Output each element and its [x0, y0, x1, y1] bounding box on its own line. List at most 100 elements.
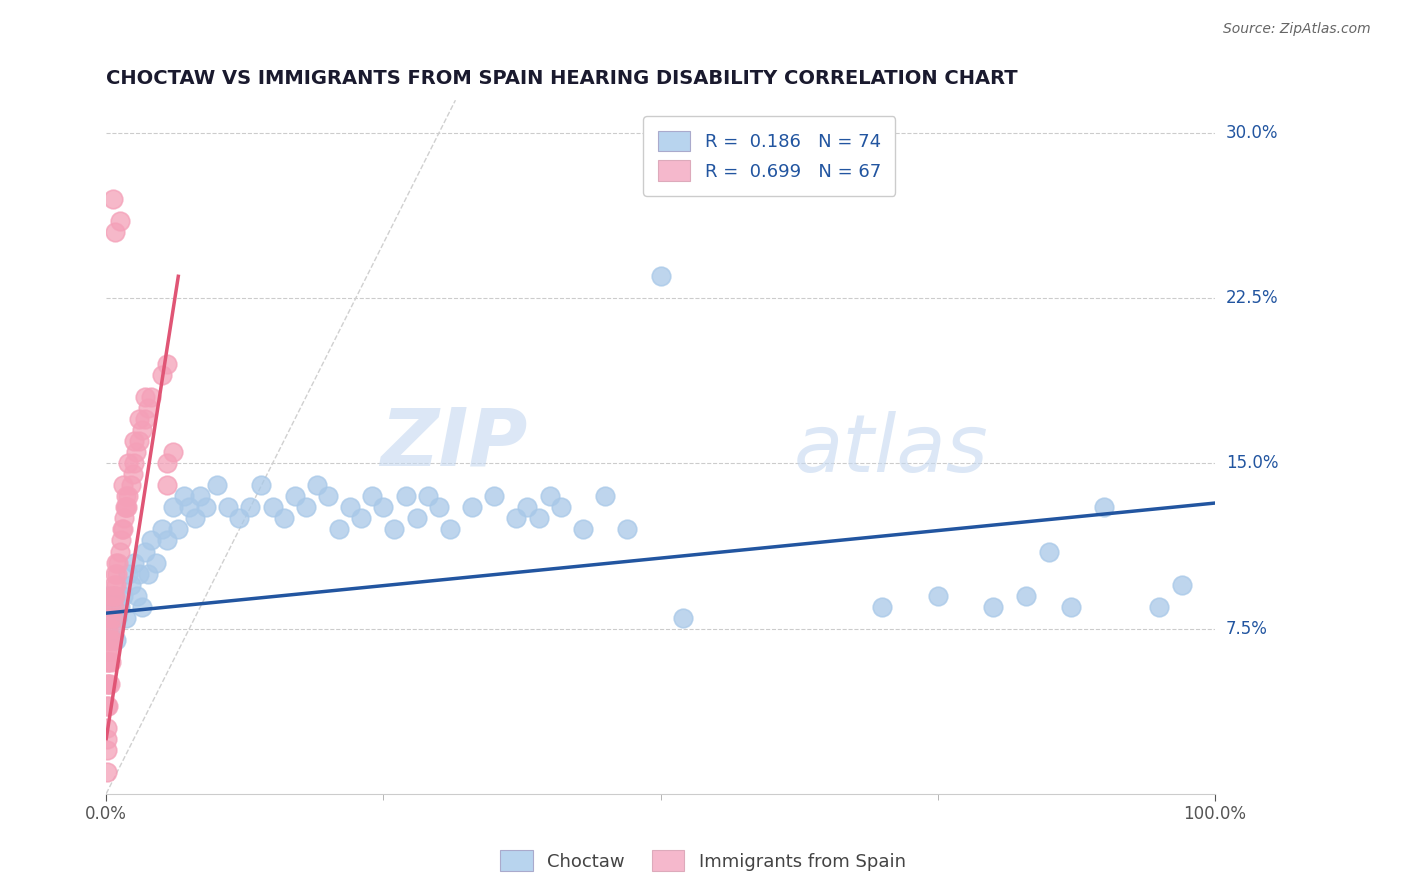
- Point: [134, 412, 156, 426]
- Point: [145, 556, 167, 570]
- Text: atlas: atlas: [793, 411, 988, 490]
- Point: [98, 676, 121, 690]
- Point: [1092, 500, 1115, 515]
- Point: [97, 676, 120, 690]
- Point: [105, 632, 128, 647]
- Point: [672, 610, 695, 624]
- Point: [104, 589, 127, 603]
- Point: [484, 490, 506, 504]
- Point: [117, 566, 139, 581]
- Point: [114, 500, 136, 515]
- Point: [97, 655, 120, 669]
- Point: [115, 490, 138, 504]
- Point: [167, 523, 190, 537]
- Text: 22.5%: 22.5%: [1226, 289, 1278, 308]
- Point: [111, 589, 134, 603]
- Point: [1038, 544, 1060, 558]
- Point: [115, 610, 138, 624]
- Point: [527, 511, 550, 525]
- Point: [98, 643, 121, 657]
- Point: [101, 632, 124, 647]
- Point: [101, 622, 124, 636]
- Text: 30.0%: 30.0%: [1226, 124, 1278, 142]
- Point: [405, 511, 427, 525]
- Point: [103, 599, 125, 614]
- Point: [134, 544, 156, 558]
- Point: [316, 490, 339, 504]
- Point: [128, 412, 150, 426]
- Point: [122, 457, 145, 471]
- Point: [96, 698, 118, 713]
- Point: [361, 490, 384, 504]
- Point: [101, 610, 124, 624]
- Point: [139, 533, 162, 548]
- Point: [103, 577, 125, 591]
- Point: [179, 500, 201, 515]
- Point: [538, 490, 561, 504]
- Point: [139, 391, 162, 405]
- Point: [105, 577, 128, 591]
- Point: [162, 500, 184, 515]
- Point: [173, 490, 195, 504]
- Point: [190, 490, 212, 504]
- Point: [184, 511, 207, 525]
- Point: [328, 523, 350, 537]
- Point: [97, 589, 120, 603]
- Point: [110, 533, 132, 548]
- Text: ZIP: ZIP: [380, 404, 527, 483]
- Point: [97, 632, 120, 647]
- Point: [1149, 599, 1171, 614]
- Point: [516, 500, 538, 515]
- Point: [104, 225, 127, 239]
- Point: [294, 500, 316, 515]
- Point: [550, 500, 572, 515]
- Point: [205, 478, 228, 492]
- Point: [101, 589, 124, 603]
- Point: [616, 523, 638, 537]
- Point: [101, 622, 124, 636]
- Point: [108, 214, 131, 228]
- Point: [250, 478, 273, 492]
- Point: [505, 511, 527, 525]
- Point: [650, 269, 672, 284]
- Point: [1015, 589, 1038, 603]
- Point: [427, 500, 450, 515]
- Point: [115, 500, 138, 515]
- Point: [100, 610, 122, 624]
- Point: [373, 500, 395, 515]
- Point: [156, 357, 179, 371]
- Point: [572, 523, 595, 537]
- Point: [101, 599, 124, 614]
- Point: [100, 599, 122, 614]
- Point: [107, 556, 129, 570]
- Point: [156, 457, 179, 471]
- Point: [104, 589, 127, 603]
- Legend: Choctaw, Immigrants from Spain: Choctaw, Immigrants from Spain: [494, 843, 912, 879]
- Point: [239, 500, 262, 515]
- Point: [461, 500, 484, 515]
- Point: [122, 434, 145, 449]
- Point: [105, 566, 128, 581]
- Point: [98, 599, 121, 614]
- Point: [117, 490, 139, 504]
- Point: [97, 622, 120, 636]
- Legend: R =  0.186   N = 74, R =  0.699   N = 67: R = 0.186 N = 74, R = 0.699 N = 67: [644, 116, 896, 195]
- Point: [138, 566, 160, 581]
- Point: [384, 523, 406, 537]
- Point: [262, 500, 284, 515]
- Point: [111, 478, 134, 492]
- Point: [120, 577, 142, 591]
- Point: [217, 500, 239, 515]
- Text: CHOCTAW VS IMMIGRANTS FROM SPAIN HEARING DISABILITY CORRELATION CHART: CHOCTAW VS IMMIGRANTS FROM SPAIN HEARING…: [107, 69, 1018, 87]
- Point: [122, 556, 145, 570]
- Point: [127, 589, 149, 603]
- Point: [284, 490, 307, 504]
- Point: [104, 566, 127, 581]
- Text: 7.5%: 7.5%: [1226, 620, 1268, 638]
- Point: [96, 655, 118, 669]
- Point: [117, 457, 139, 471]
- Point: [131, 424, 153, 438]
- Point: [96, 676, 118, 690]
- Point: [105, 556, 128, 570]
- Point: [112, 511, 135, 525]
